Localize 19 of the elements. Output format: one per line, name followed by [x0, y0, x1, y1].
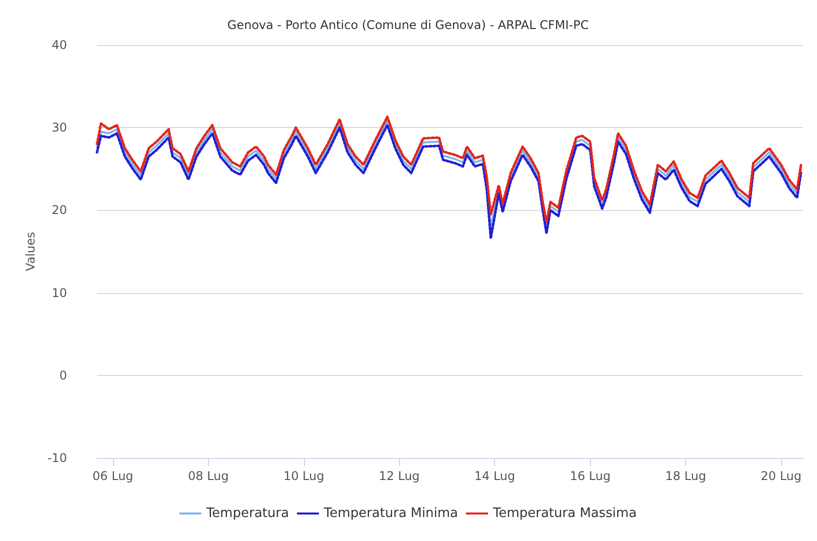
- y-tick-label: 0: [59, 368, 67, 382]
- y-tick-label: -10: [47, 451, 67, 465]
- x-tick-label: 12 Lug: [378, 469, 420, 483]
- legend-label: Temperatura: [205, 506, 289, 521]
- y-tick-label: 10: [52, 286, 67, 300]
- x-tick-label: 10 Lug: [283, 469, 324, 483]
- x-tick-label: 08 Lug: [188, 469, 229, 483]
- legend-label: Temperatura Massima: [492, 506, 637, 521]
- x-tick-label: 14 Lug: [474, 469, 516, 483]
- x-tick-label: 18 Lug: [665, 469, 706, 483]
- legend-label: Temperatura Minima: [322, 506, 458, 521]
- x-tick-label: 16 Lug: [570, 469, 611, 483]
- x-tick-label: 20 Lug: [760, 469, 802, 483]
- x-tick-label: 06 Lug: [92, 469, 134, 483]
- y-tick-label: 30: [52, 120, 67, 135]
- y-tick-label: 20: [52, 203, 67, 218]
- chart-title: Genova - Porto Antico (Comune di Genova) - ARPAL CFMI-PC: [227, 18, 589, 32]
- y-axis-title: Values: [24, 232, 38, 272]
- y-tick-label: 40: [52, 38, 67, 52]
